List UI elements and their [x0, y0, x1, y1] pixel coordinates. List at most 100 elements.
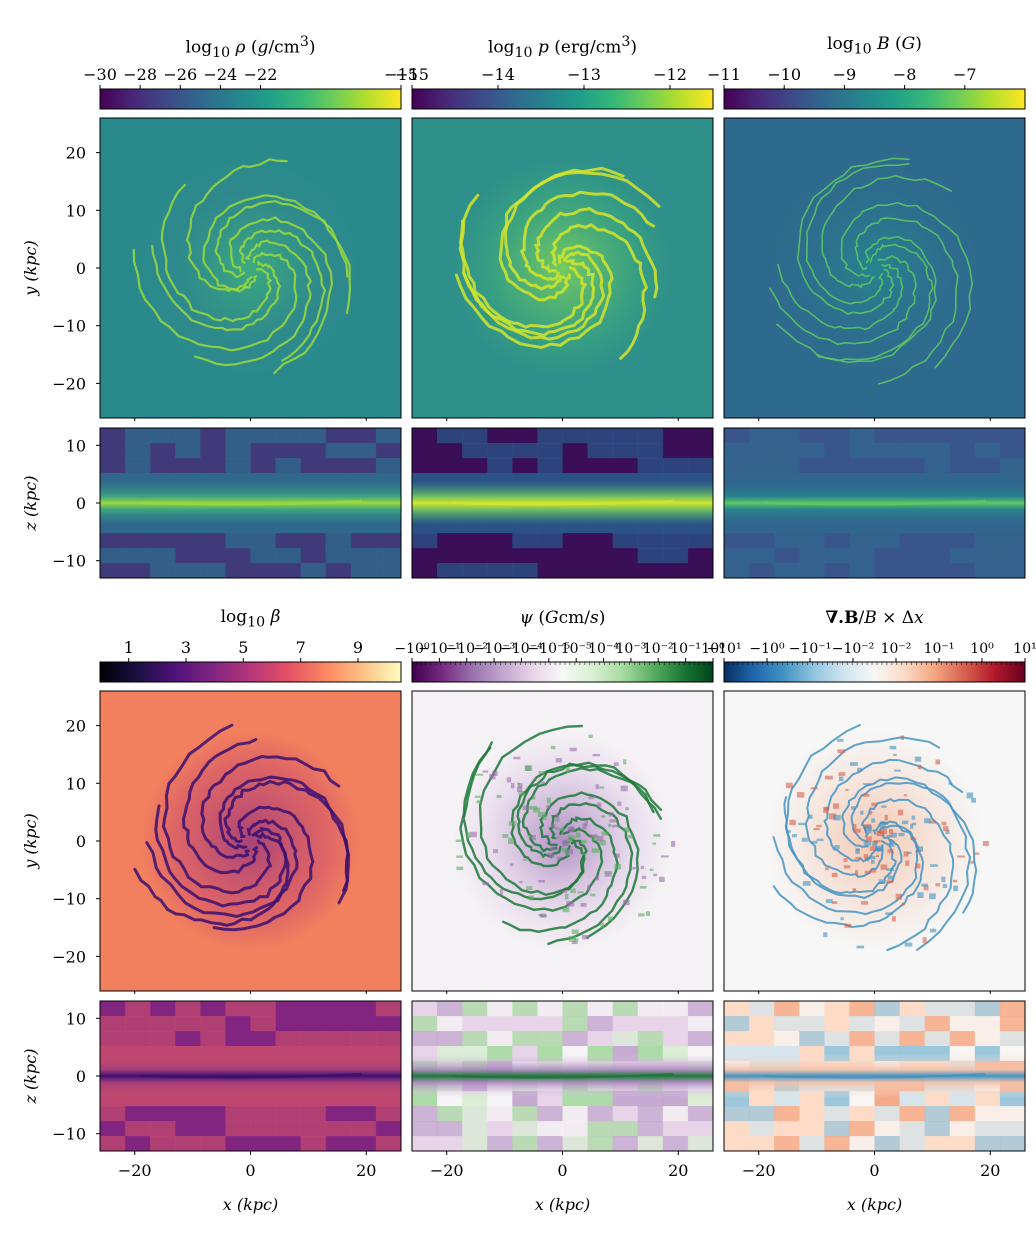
map-cell [924, 818, 931, 824]
map-cell [895, 893, 902, 900]
edge-cell [125, 428, 151, 444]
map-cell [456, 855, 463, 858]
edge-cell [799, 1001, 825, 1017]
edge-cell [175, 1016, 201, 1032]
spiral-arm [459, 219, 588, 329]
edge-cell [849, 428, 875, 444]
map-cell [641, 875, 647, 879]
map-cell [898, 832, 905, 837]
edge-cell [200, 1001, 226, 1017]
xtick-label: 0 [869, 1161, 879, 1180]
edge-cell [487, 533, 513, 549]
edge-cell [974, 1001, 1001, 1017]
edge-cell [300, 548, 327, 564]
edge-cell [687, 1121, 713, 1137]
edge-cell [487, 563, 513, 578]
edge-cell [200, 443, 226, 459]
edge-cell [125, 1136, 151, 1151]
map-cell [810, 787, 818, 790]
edge-cell [824, 428, 850, 444]
colorbar-ticklabel-4-3: −10⁻³ [473, 641, 516, 657]
edge-cell [974, 1106, 1001, 1122]
edge-cell [275, 1106, 302, 1122]
colorbar-ticklabel-4-5: −10⁻⁵ [528, 641, 571, 657]
map-cell [599, 786, 605, 789]
map-cell [862, 794, 870, 797]
edge-cell [325, 1121, 352, 1137]
edge-cell [325, 1001, 352, 1017]
map-cell [600, 922, 605, 929]
colorbar-ticklabel-3-2: 5 [238, 638, 248, 657]
edge-cell [462, 548, 488, 564]
edge-cell [537, 428, 563, 444]
edge-cell [999, 1121, 1025, 1137]
map-cell [864, 856, 869, 861]
map-cell [903, 851, 909, 857]
map-cell [941, 821, 947, 826]
map-cell [502, 834, 509, 838]
map-cell [566, 839, 572, 843]
colorbar-ticklabel-4-9: 10⁻² [643, 641, 674, 657]
map-cell [556, 856, 563, 860]
map-cell [493, 849, 499, 854]
map-cell [568, 935, 577, 942]
edge-cell [300, 443, 327, 459]
edge-cell [125, 1121, 151, 1137]
colorbar-ticklabel-4-7: 10⁻⁴ [588, 641, 619, 657]
edge-on-map-1 [412, 428, 713, 578]
edge-cell [824, 548, 850, 564]
map-cell [811, 840, 818, 844]
edge-cell [974, 533, 1001, 549]
edge-cell [325, 1031, 352, 1047]
map-cell [882, 821, 888, 825]
edge-cell [637, 428, 664, 444]
edge-cell [874, 443, 901, 459]
spiral-arm [821, 174, 953, 289]
edge-cell [175, 1121, 201, 1137]
edge-cell [275, 1031, 302, 1047]
edge-cell [749, 533, 775, 549]
edge-cell [250, 1106, 277, 1122]
edge-cell [275, 458, 302, 474]
map-cell [866, 829, 872, 834]
edge-cell [587, 1031, 614, 1047]
edge-cell [662, 1121, 689, 1137]
edge-cell [437, 1016, 463, 1032]
map-cell [546, 797, 551, 804]
edge-cell [824, 563, 850, 578]
edge-cell [350, 1106, 377, 1122]
edge-cell [924, 1121, 951, 1137]
edge-cell [462, 458, 488, 474]
map-cell [911, 815, 916, 820]
edge-cell [612, 428, 639, 444]
edge-cell [375, 548, 401, 564]
edge-cell [412, 1121, 438, 1137]
map-cell [580, 903, 587, 907]
map-cell [608, 812, 614, 817]
edge-cell [587, 458, 614, 474]
edge-cell [512, 1136, 538, 1151]
edge-cell [949, 1136, 976, 1151]
edge-cell [375, 458, 401, 474]
colorbar-ticklabel-2-2: −9 [833, 65, 857, 84]
colorbar-ticklabel-0-4: −22 [244, 65, 278, 84]
colorbar-ticklabel-4-11: 10⁰ [701, 641, 725, 657]
map-cell [813, 828, 820, 831]
edge-cell [412, 1016, 438, 1032]
edge-cell [250, 443, 277, 459]
edge-cell [999, 1031, 1025, 1047]
map-cell [887, 849, 894, 853]
edge-cell [974, 563, 1001, 578]
map-cell [590, 834, 598, 838]
map-cell [466, 832, 471, 839]
edge-cell [899, 563, 926, 578]
map-cell [496, 795, 502, 798]
spiral-arm [181, 738, 259, 875]
map-cell [837, 749, 846, 754]
map-cell [592, 753, 601, 757]
edge-cell [275, 443, 302, 459]
map-cell [935, 759, 941, 765]
map-cell [843, 858, 848, 863]
edge-cell [824, 1121, 850, 1137]
